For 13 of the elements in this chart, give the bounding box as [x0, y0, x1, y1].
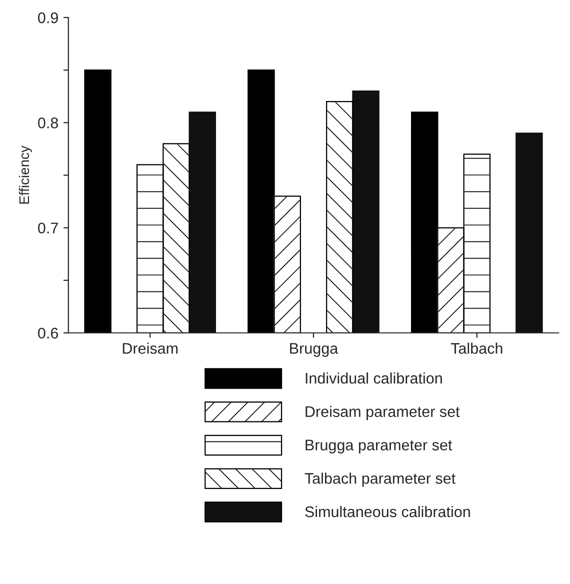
- legend-label: Dreisam parameter set: [306, 406, 460, 420]
- x-tick-label: Talbach: [450, 342, 502, 354]
- legend-label: Talbach parameter set: [304, 472, 456, 487]
- y-axis-title: Efficiency: [18, 146, 32, 204]
- y-tick-label: 0.6: [38, 328, 58, 339]
- legend-label: Simultaneous calibration: [305, 506, 470, 518]
- legend-label: Individual calibration: [306, 372, 442, 384]
- y-tick-label: 0.9: [38, 12, 58, 24]
- x-tick-label: Dreisam: [122, 342, 178, 354]
- x-tick-label: Brugga: [290, 343, 338, 357]
- legend-label: Brugga parameter set: [306, 440, 452, 454]
- y-tick-label: 0.7: [38, 222, 58, 234]
- y-tick-label: 0.8: [38, 118, 58, 128]
